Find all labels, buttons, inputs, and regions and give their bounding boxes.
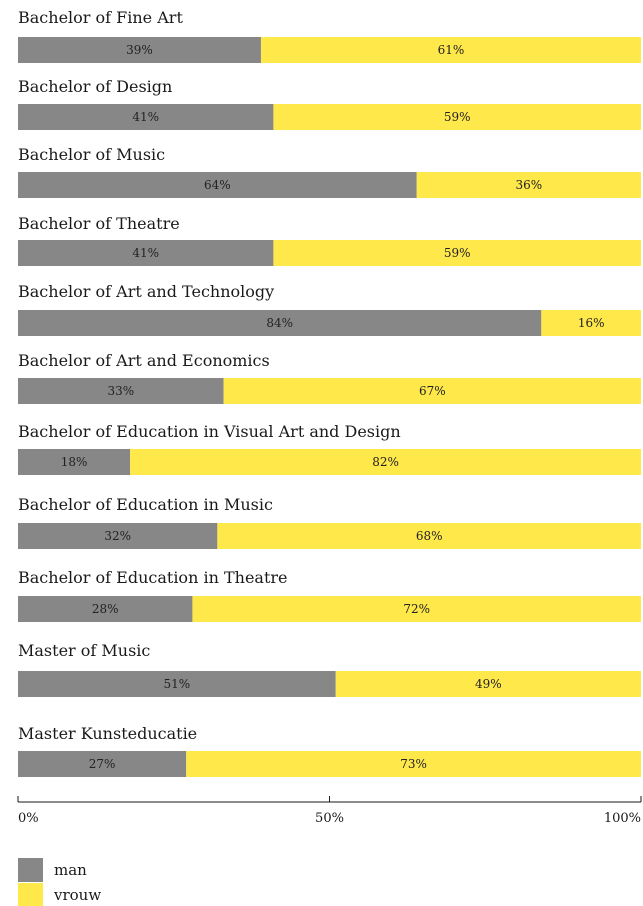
bar-row: Bachelor of Theatre 41% 59% — [18, 214, 641, 266]
data-label: 67% — [419, 384, 446, 398]
bar-row: Bachelor of Design 41% 59% — [18, 77, 641, 130]
data-label: 82% — [372, 455, 399, 469]
data-label: 16% — [578, 316, 605, 330]
bar-row: Bachelor of Art and Economics 33% 67% — [18, 351, 641, 404]
x-tick-label: 50% — [315, 811, 344, 826]
bar-segment-man — [18, 378, 224, 404]
category-label: Bachelor of Education in Music — [18, 495, 273, 514]
data-label: 39% — [126, 43, 153, 57]
data-label: 28% — [92, 602, 119, 616]
data-label: 36% — [516, 178, 543, 192]
bar-segment-man — [18, 104, 274, 130]
bar-segment-vrouw — [273, 240, 641, 266]
category-label: Bachelor of Theatre — [18, 214, 180, 233]
bar-segment-vrouw — [541, 310, 641, 336]
bars-layer: Bachelor of Fine Art 39% 61% Bachelor of De… — [18, 8, 642, 777]
bar-segment-vrouw — [223, 378, 641, 404]
bar-segment-man — [18, 310, 542, 336]
bar-row: Bachelor of Music 64% 36% — [18, 145, 641, 198]
bar-segment-vrouw — [192, 596, 641, 622]
bar-row: Bachelor of Education in Theatre 28% 72% — [18, 568, 641, 622]
bar-segment-man — [18, 240, 274, 266]
legend: man vrouw — [18, 858, 101, 906]
category-label: Bachelor of Education in Theatre — [18, 568, 288, 587]
bar-row: Master Kunsteducatie 27% 73% — [18, 724, 641, 777]
bar-row: Bachelor of Fine Art 39% 61% — [18, 8, 641, 63]
category-label: Bachelor of Fine Art — [18, 8, 183, 27]
bar-segment-vrouw — [130, 449, 641, 475]
legend-label: man — [54, 861, 87, 879]
data-label: 64% — [204, 178, 231, 192]
bar-segment-man — [18, 172, 417, 198]
legend-item-vrouw: vrouw — [18, 883, 101, 906]
x-axis: 0% 50% 100% — [17, 796, 642, 826]
bar-segment-vrouw — [273, 104, 641, 130]
data-label: 59% — [444, 246, 471, 260]
data-label: 61% — [438, 43, 465, 57]
data-label: 41% — [132, 110, 159, 124]
legend-item-man: man — [18, 858, 87, 882]
bar-row: Bachelor of Education in Music 32% 68% — [18, 495, 642, 549]
category-label: Master Kunsteducatie — [18, 724, 197, 743]
data-label: 27% — [89, 757, 116, 771]
data-label: 32% — [104, 529, 131, 543]
category-label: Bachelor of Art and Technology — [18, 282, 274, 301]
bar-segment-vrouw — [416, 172, 641, 198]
bar-row: Master of Music 51% 49% — [18, 641, 641, 697]
bar-segment-man — [18, 523, 218, 549]
legend-label: vrouw — [53, 886, 101, 904]
data-label: 73% — [400, 757, 427, 771]
category-label: Bachelor of Music — [18, 145, 165, 164]
data-label: 84% — [266, 316, 293, 330]
category-label: Master of Music — [18, 641, 150, 660]
data-label: 18% — [61, 455, 88, 469]
data-label: 59% — [444, 110, 471, 124]
legend-swatch — [18, 858, 43, 882]
data-label: 41% — [132, 246, 159, 260]
category-label: Bachelor of Education in Visual Art and … — [18, 422, 401, 441]
legend-swatch — [18, 883, 43, 906]
bar-segment-vrouw — [260, 37, 641, 63]
category-label: Bachelor of Art and Economics — [18, 351, 270, 370]
x-tick-label: 100% — [604, 811, 641, 826]
data-label: 49% — [475, 677, 502, 691]
bar-row: Bachelor of Art and Technology 84% 16% — [18, 282, 641, 336]
bar-segment-man — [18, 449, 131, 475]
data-label: 68% — [416, 529, 443, 543]
bar-segment-man — [18, 751, 187, 777]
data-label: 72% — [403, 602, 430, 616]
bar-segment-vrouw — [217, 523, 642, 549]
x-tick-label: 0% — [18, 811, 39, 826]
bar-segment-man — [18, 596, 193, 622]
bar-segment-vrouw — [186, 751, 641, 777]
bar-segment-man — [18, 671, 336, 697]
bar-segment-man — [18, 37, 261, 63]
bar-segment-vrouw — [335, 671, 641, 697]
data-label: 51% — [164, 677, 191, 691]
bar-row: Bachelor of Education in Visual Art and … — [18, 422, 641, 475]
category-label: Bachelor of Design — [18, 77, 172, 96]
data-label: 33% — [107, 384, 134, 398]
